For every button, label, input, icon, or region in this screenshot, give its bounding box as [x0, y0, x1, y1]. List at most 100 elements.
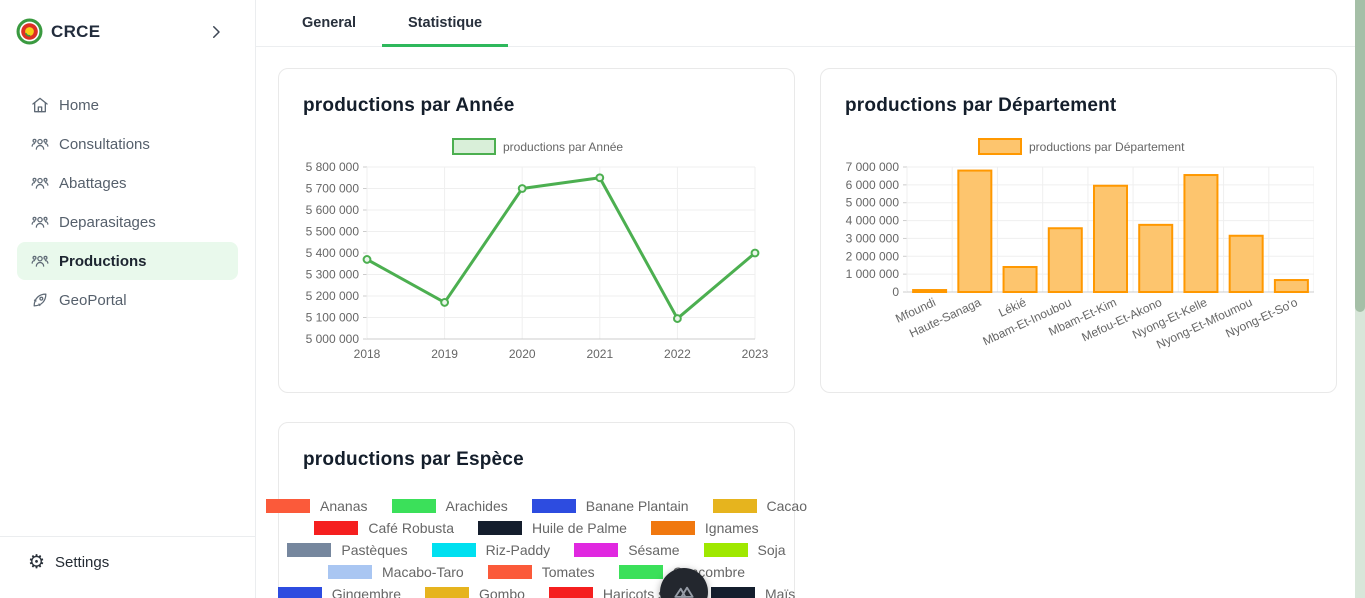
data-point[interactable] [440, 298, 450, 307]
users-icon [30, 173, 50, 193]
legend-row: Gingembre Gombo Haricots secs Maïs [277, 583, 795, 598]
especes-legend: Ananas Arachides Banane Plantain Cacao Café … [266, 495, 807, 598]
bar-Mefou-Et-Akono[interactable] [1138, 223, 1174, 293]
legend-label: Tomates [541, 564, 595, 580]
legend-swatch [548, 587, 593, 598]
chart-legend[interactable]: productions par Département [978, 138, 1185, 155]
data-point[interactable] [750, 248, 760, 258]
chevron-right-icon [207, 23, 225, 41]
legend-swatch [487, 565, 532, 579]
legend-swatch [574, 543, 619, 557]
bar-Haute-Sanaga[interactable] [957, 169, 993, 294]
sidebar-item-abattages[interactable]: Abattages [17, 164, 238, 202]
legend-swatch [712, 499, 757, 513]
legend-swatch [328, 565, 372, 579]
tab-statistique[interactable]: Statistique [382, 0, 509, 47]
data-point[interactable] [595, 173, 605, 183]
legend-swatch [650, 521, 695, 535]
legend-item-gingembre[interactable]: Gingembre [277, 586, 401, 598]
bar-Mbam-Et-Inoubou[interactable] [1047, 227, 1083, 293]
brand-name: CRCE [51, 21, 101, 41]
sidebar-footer: ⚙ Settings [0, 536, 255, 598]
legend-item-soja[interactable]: Soja [703, 542, 786, 558]
legend-item-sésame[interactable]: Sésame [574, 542, 680, 558]
bar-Nyong-Et-So'o[interactable] [1273, 279, 1309, 294]
data-point[interactable] [673, 314, 682, 323]
legend-item-tomates[interactable]: Tomates [487, 564, 595, 580]
svg-text:2022: 2022 [664, 347, 691, 361]
sidebar-item-productions[interactable]: Productions [17, 242, 238, 280]
legend-item-huile-de-palme[interactable]: Huile de Palme [477, 520, 627, 536]
legend-item-macabo-taro[interactable]: Macabo-Taro [328, 564, 464, 580]
brand-row: CRCE [0, 0, 255, 59]
chart-legend[interactable]: productions par Année [452, 138, 623, 155]
legend-label: Macabo-Taro [382, 564, 464, 580]
legend-item-ananas[interactable]: Ananas [266, 498, 368, 514]
legend-item-cacao[interactable]: Cacao [712, 498, 807, 514]
settings-label: Settings [55, 554, 110, 571]
legend-row: Pastèques Riz-Paddy Sésame Soja [287, 539, 786, 561]
chart-title-departement: productions par Département [845, 95, 1117, 116]
chart-title-espece: productions par Espèce [303, 449, 524, 470]
bar-Nyong-Et-Mfoumou[interactable] [1228, 234, 1264, 293]
sidebar-item-consultations[interactable]: Consultations [17, 125, 238, 163]
legend-row: Café Robusta Huile de Palme Ignames [303, 517, 770, 539]
bar-Mfoundi[interactable] [912, 289, 948, 294]
legend-swatch [287, 543, 332, 557]
scrollbar-thumb[interactable] [1355, 0, 1365, 312]
legend-item-riz-paddy[interactable]: Riz-Paddy [431, 542, 550, 558]
crce-logo-icon [16, 18, 43, 45]
legend-item-maïs[interactable]: Maïs [710, 586, 795, 598]
svg-text:5 200 000: 5 200 000 [306, 289, 360, 303]
legend-swatch [531, 499, 576, 513]
legend-swatch [424, 587, 469, 598]
mountain-peaks-icon [671, 579, 697, 598]
sidebar-item-deparasitages[interactable]: Deparasitages [17, 203, 238, 241]
users-icon [30, 251, 50, 271]
bar-Mbam-Et-Kim[interactable] [1093, 184, 1128, 293]
sidebar-collapse-button[interactable] [207, 23, 225, 41]
sidebar-item-settings[interactable]: ⚙ Settings [0, 553, 255, 572]
line-series [366, 176, 756, 321]
line-chart-productions-par-annee[interactable]: 5 000 000 5 100 000 5 200 000 5 300 000 5 40… [303, 133, 773, 367]
sidebar-item-label: Consultations [59, 135, 150, 153]
legend-label: Ananas [320, 498, 368, 514]
legend-label: Ignames [704, 520, 759, 536]
legend-label: Huile de Palme [531, 520, 627, 536]
sidebar-item-label: Productions [59, 252, 147, 270]
sidebar: CRCE Home Consultations Abattages Deparasit… [0, 0, 256, 598]
tab-general[interactable]: General [302, 15, 356, 31]
legend-label: Gombo [478, 586, 525, 598]
svg-text:5 500 000: 5 500 000 [306, 225, 360, 239]
sidebar-item-home[interactable]: Home [17, 86, 238, 124]
legend-item-banane-plantain[interactable]: Banane Plantain [531, 498, 689, 514]
card-productions-par-annee: productions par Année 5 000 000 5 100 000… [278, 68, 795, 393]
svg-text:1 000 000: 1 000 000 [846, 267, 900, 281]
sidebar-item-geoportal[interactable]: GeoPortal [17, 281, 238, 319]
svg-text:6 000 000: 6 000 000 [846, 178, 900, 192]
svg-text:2 000 000: 2 000 000 [846, 249, 900, 263]
card-productions-par-espece: productions par Espèce Ananas Arachides Ba… [266, 422, 807, 598]
legend-swatch [618, 565, 663, 579]
legend-item-ignames[interactable]: Ignames [650, 520, 759, 536]
legend-item-café-robusta[interactable]: Café Robusta [314, 520, 454, 536]
legend-swatch [431, 543, 476, 557]
bar-Nyong-Et-Kelle[interactable] [1183, 174, 1219, 293]
bar-Lékié[interactable] [1002, 266, 1038, 293]
legend-row: Ananas Arachides Banane Plantain Cacao [266, 495, 807, 517]
data-point[interactable] [517, 184, 527, 193]
svg-text:0: 0 [892, 285, 899, 299]
legend-item-pastèques[interactable]: Pastèques [287, 542, 408, 558]
sidebar-item-label: Home [59, 96, 100, 114]
svg-text:5 100 000: 5 100 000 [306, 311, 360, 325]
bar-chart-productions-par-departement[interactable]: 0 1 000 000 2 000 000 3 000 000 4 000 000 5 0… [845, 133, 1314, 367]
svg-text:5 700 000: 5 700 000 [306, 182, 360, 196]
legend-item-gombo[interactable]: Gombo [424, 586, 525, 598]
legend-label: Arachides [445, 498, 508, 514]
data-point[interactable] [362, 255, 372, 264]
svg-text:7 000 000: 7 000 000 [846, 160, 900, 174]
home-icon [30, 95, 50, 115]
main-area: General Statistique productions par Année… [256, 0, 1355, 598]
sidebar-item-label: Abattages [59, 174, 127, 192]
legend-item-arachides[interactable]: Arachides [391, 498, 508, 514]
